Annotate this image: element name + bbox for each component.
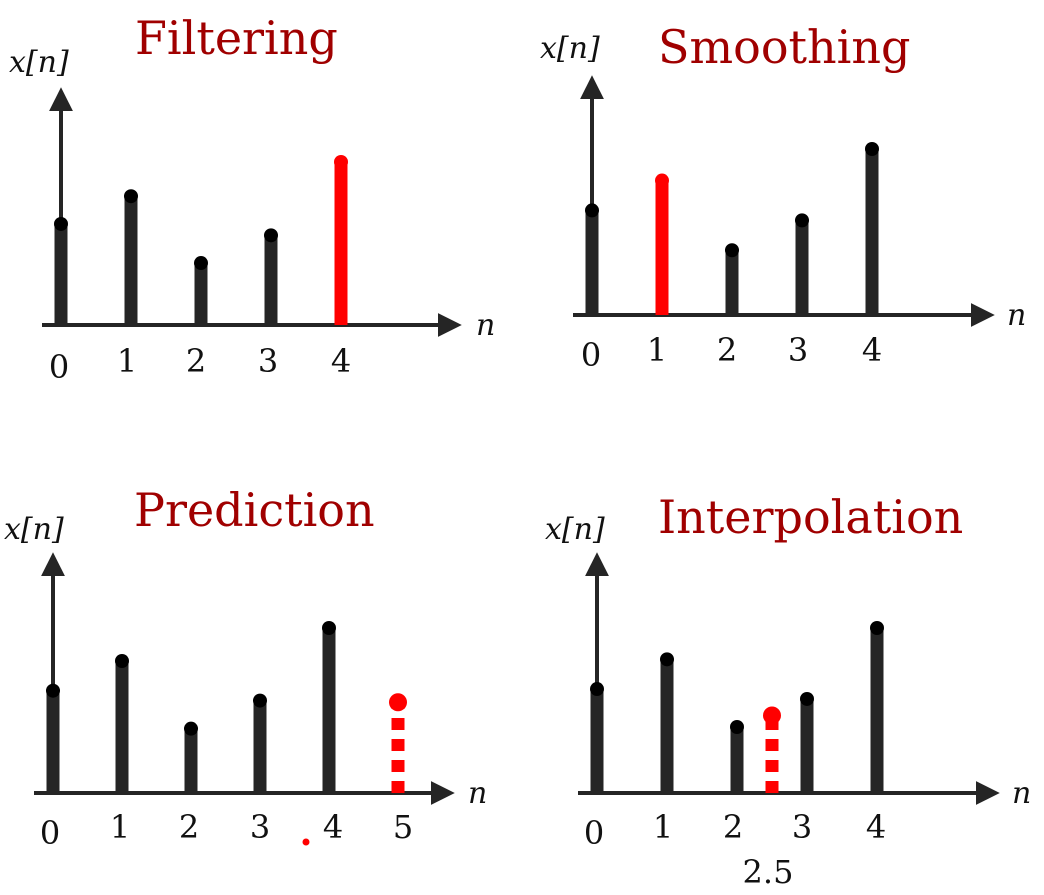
- stem-tip-n-2-5: [763, 706, 781, 725]
- stem-tip-n-1: [115, 654, 129, 668]
- tick-label: 3: [258, 342, 278, 380]
- tick-label: 1: [647, 331, 667, 369]
- stem-tip-n-3: [800, 691, 814, 706]
- tick-label: 2: [179, 808, 199, 846]
- stem-tip-n-1: [124, 189, 138, 204]
- tick-label: 4: [866, 808, 886, 846]
- panel-title: Interpolation: [658, 490, 963, 544]
- tick-label: 2: [723, 808, 743, 846]
- panel-filtering: Filtering x[n] n 0 1 2 3 4: [9, 11, 495, 386]
- stem-tip-n-2: [725, 243, 739, 258]
- stem-tip-n-2: [730, 720, 744, 734]
- tick-labels: 0 1 2 3 4: [49, 342, 351, 386]
- panel-smoothing: Smoothing x[n] n 0 1 2 3 4: [540, 20, 1026, 374]
- tick-label: 1: [117, 342, 137, 380]
- x-axis-label: n: [476, 308, 495, 343]
- tick-label: 5: [393, 808, 413, 846]
- y-axis-label: x[n]: [4, 512, 64, 547]
- stem-tip-n-0: [590, 682, 604, 697]
- tick-labels: 0 1 2 3 4 2.5: [584, 808, 886, 891]
- tick-label: 1: [110, 808, 130, 846]
- tick-label: 4: [323, 808, 343, 846]
- tick-label: 0: [40, 814, 60, 852]
- tick-label: 4: [862, 331, 882, 369]
- panel-title: Filtering: [135, 11, 338, 65]
- tick-label: 3: [792, 808, 812, 846]
- stem-tip-n-0: [54, 216, 68, 231]
- stem-tip-n-5: [389, 693, 407, 712]
- tick-labels: 0 1 2 3 4 5: [40, 808, 413, 852]
- stem-tip-n-1: [655, 173, 669, 188]
- tick-label: 3: [250, 808, 270, 846]
- tick-labels: 0 1 2 3 4: [581, 331, 882, 374]
- stem-tip-n-0: [585, 203, 599, 218]
- stem-tip-n-3: [795, 213, 809, 228]
- y-axis-label: x[n]: [545, 512, 605, 547]
- y-axis-label: x[n]: [540, 31, 600, 66]
- stem-tip-n-4: [870, 621, 884, 635]
- x-axis-label: n: [1007, 298, 1026, 333]
- tick-label: 0: [49, 348, 69, 386]
- stem-tip-n-0: [46, 683, 60, 698]
- stem-tip-n-4: [322, 621, 336, 635]
- tick-label-2-5: 2.5: [743, 853, 794, 891]
- x-axis-label: n: [468, 776, 487, 811]
- tick-label: 1: [653, 808, 673, 846]
- stem-tip-n-3: [264, 228, 278, 243]
- stem-tip-n-2: [184, 721, 198, 736]
- panel-title: Prediction: [134, 483, 375, 537]
- tick-label: 2: [717, 331, 737, 369]
- red-dot-marker: [302, 838, 310, 846]
- panel-title: Smoothing: [658, 20, 910, 74]
- stem-tip-n-4: [334, 155, 348, 169]
- panel-interpolation: Interpolation x[n] n 0 1 2 3 4 2.5: [545, 490, 1031, 891]
- x-axis-label: n: [1012, 776, 1031, 811]
- tick-label: 3: [788, 331, 808, 369]
- panel-prediction: Prediction x[n] n 0 1 2 3 4 5: [4, 483, 487, 852]
- tick-label: 0: [584, 814, 604, 852]
- tick-label: 4: [331, 342, 351, 380]
- stem-tip-n-3: [253, 693, 267, 708]
- tick-label: 2: [186, 342, 206, 380]
- stem-tip-n-1: [660, 652, 674, 667]
- stem-tip-n-2: [194, 256, 208, 271]
- tick-label: 0: [581, 336, 601, 374]
- stem-tip-n-4: [865, 142, 879, 156]
- y-axis-label: x[n]: [9, 45, 69, 80]
